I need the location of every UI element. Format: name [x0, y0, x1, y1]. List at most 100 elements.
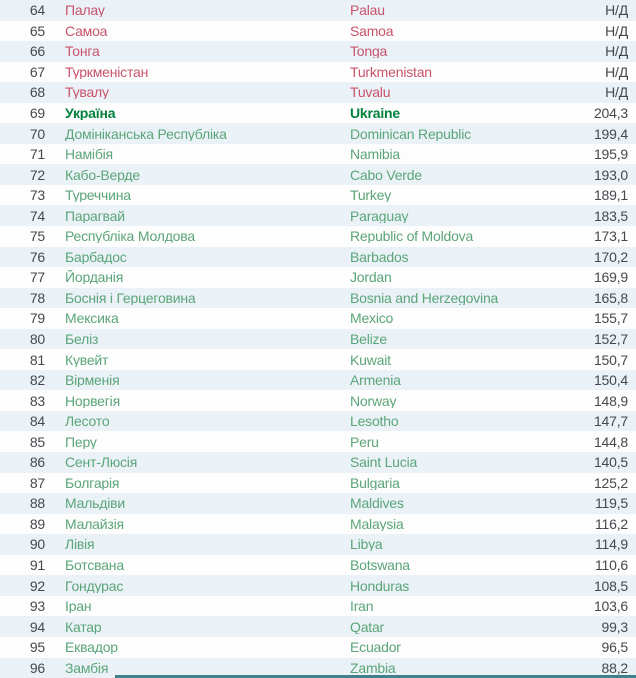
country-name-uk: Замбія — [65, 660, 109, 675]
table-row: 95 Еквадор Ecuador 96,5 — [0, 636, 636, 658]
rank-cell: 79 — [29, 310, 45, 327]
value-cell: 125,2 — [593, 474, 628, 491]
country-name-uk: Самоа — [65, 23, 108, 38]
country-name-uk: Беліз — [65, 332, 99, 347]
country-name-en: Cabo Verde — [350, 167, 422, 182]
country-name-uk: Еквадор — [65, 640, 118, 655]
country-name-en: Paraguay — [350, 208, 409, 223]
country-name-en: Turkmenistan — [350, 64, 432, 79]
country-name-uk: Палау — [65, 3, 105, 18]
country-name-en: Saint Lucia — [350, 455, 418, 470]
value-cell: 119,5 — [595, 495, 628, 512]
rank-cell: 80 — [29, 331, 45, 348]
country-name-uk: Боснія і Герцеговина — [65, 290, 196, 305]
value-cell: 116,2 — [595, 515, 628, 532]
country-name-en: Turkey — [350, 188, 392, 203]
rank-cell: 74 — [29, 207, 45, 224]
table-row: 69 Україна Ukraine 204,3 — [0, 102, 636, 124]
value-cell: Н/Д — [605, 63, 628, 80]
rank-cell: 77 — [29, 269, 45, 286]
table-row: 91 Ботсвана Botswana 110,6 — [0, 554, 636, 576]
table-row: 82 Вірменія Armenia 150,4 — [0, 369, 636, 391]
value-cell: Н/Д — [605, 22, 628, 39]
table-row: 88 Мальдіви Maldives 119,5 — [0, 493, 636, 514]
country-name-en: Maldives — [350, 496, 404, 511]
table-row: 85 Перу Peru 144,8 — [0, 431, 636, 453]
country-name-en: Malaysia — [350, 516, 404, 531]
country-name-en: Bulgaria — [350, 475, 400, 490]
country-name-uk: Сент-Люсія — [65, 455, 138, 470]
country-name-en: Kuwait — [350, 352, 391, 367]
table-row: 80 Беліз Belize 152,7 — [0, 328, 636, 350]
rank-cell: 83 — [29, 392, 45, 409]
rank-cell: 69 — [29, 105, 45, 121]
value-cell: 173,1 — [593, 228, 628, 245]
country-name-en: Dominican Republic — [350, 126, 471, 141]
rank-cell: 95 — [29, 639, 45, 656]
country-name-uk: Намібія — [65, 147, 113, 162]
value-cell: 204,3 — [593, 105, 628, 121]
country-name-en: Honduras — [350, 578, 410, 593]
country-name-en: Peru — [350, 434, 379, 449]
country-name-uk: Йорданія — [65, 270, 124, 285]
rank-cell: 76 — [29, 248, 45, 265]
table-row: 96 Замбія Zambia 88,2 — [0, 657, 636, 678]
value-cell: 144,8 — [593, 433, 628, 450]
value-cell: Н/Д — [605, 43, 628, 60]
table-row: 87 Болгарія Bulgaria 125,2 — [0, 472, 636, 494]
value-cell: 147,7 — [593, 413, 628, 430]
country-name-uk: Мексика — [65, 311, 119, 326]
value-cell: 199,4 — [593, 125, 628, 142]
country-name-uk: Катар — [65, 619, 102, 634]
rank-cell: 64 — [29, 2, 45, 19]
value-cell: 148,9 — [593, 392, 628, 409]
country-name-uk: Кувейт — [65, 352, 109, 367]
value-cell: 152,7 — [593, 331, 628, 348]
country-name-en: Lesotho — [350, 414, 399, 429]
table-row: 78 Боснія і Герцеговина Bosnia and Herzego… — [0, 287, 636, 309]
section-divider-bar — [115, 675, 636, 678]
country-name-uk: Тувалу — [65, 85, 109, 100]
table-row: 93 Іран Iran 103,6 — [0, 595, 636, 617]
country-name-en: Ukraine — [350, 106, 400, 120]
rank-cell: 90 — [29, 536, 45, 553]
table-row: 75 Республіка Молдова Republic of Moldova 1… — [0, 226, 636, 247]
value-cell: 189,1 — [593, 187, 628, 204]
value-cell: Н/Д — [605, 2, 628, 19]
country-name-en: Barbados — [350, 249, 409, 264]
table-row: 71 Намібія Namibia 195,9 — [0, 143, 636, 165]
country-name-uk: Малайзія — [65, 516, 124, 531]
rank-cell: 73 — [29, 187, 45, 204]
country-name-en: Tuvalu — [350, 85, 391, 100]
value-cell: 170,2 — [593, 248, 628, 265]
value-cell: 99,3 — [601, 618, 629, 635]
rank-cell: 65 — [29, 22, 45, 39]
rank-cell: 67 — [29, 63, 45, 80]
country-name-en: Namibia — [350, 147, 400, 162]
country-name-uk: Тонга — [65, 44, 100, 59]
country-name-uk: Парагвай — [65, 208, 125, 223]
country-name-uk: Мальдіви — [65, 496, 126, 511]
rank-cell: 88 — [29, 495, 45, 512]
table-row: 81 Кувейт Kuwait 150,7 — [0, 349, 636, 370]
country-name-uk: Україна — [65, 106, 116, 120]
table-row: 64 Палау Palau Н/Д — [0, 0, 636, 21]
country-name-en: Armenia — [350, 373, 401, 388]
country-name-en: Belize — [350, 332, 387, 347]
table-row: 89 Малайзія Malaysia 116,2 — [0, 513, 636, 535]
country-name-en: Iran — [350, 599, 374, 614]
country-name-en: Republic of Moldova — [350, 229, 474, 244]
country-name-en: Libya — [350, 537, 383, 552]
rank-cell: 84 — [29, 413, 45, 430]
country-name-uk: Барбадос — [65, 249, 127, 264]
value-cell: 108,5 — [593, 577, 628, 594]
table-row: 76 Барбадос Barbados 170,2 — [0, 246, 636, 268]
value-cell: 169,9 — [593, 269, 628, 286]
country-name-en: Zambia — [350, 660, 396, 675]
rank-cell: 93 — [29, 598, 45, 615]
value-cell: 183,5 — [593, 207, 628, 224]
rank-cell: 85 — [29, 433, 45, 450]
rank-cell: 82 — [29, 372, 45, 389]
rank-cell: 86 — [29, 454, 45, 471]
